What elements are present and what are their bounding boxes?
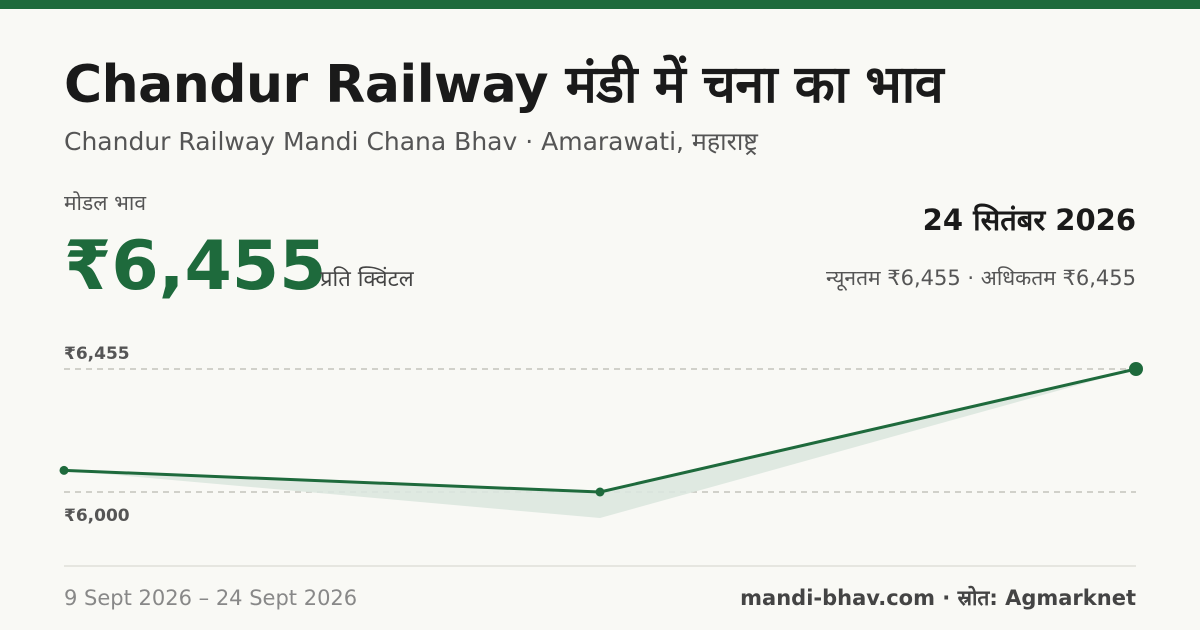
min-max-price: न्यूनतम ₹6,455 · अधिकतम ₹6,455 <box>826 266 1136 290</box>
source-credit: mandi-bhav.com · स्रोत: Agmarknet <box>740 586 1136 610</box>
reference-line-label: ₹6,000 <box>64 506 130 526</box>
latest-data-point <box>1129 362 1143 376</box>
price-unit: प्रति क्विंटल <box>320 267 414 292</box>
data-point <box>595 487 605 497</box>
reference-line-label: ₹6,455 <box>64 344 130 364</box>
price-line <box>62 367 1138 494</box>
page-subtitle: Chandur Railway Mandi Chana Bhav · Amara… <box>64 127 758 156</box>
top-accent-bar <box>0 0 1200 9</box>
footer-divider <box>64 565 1136 567</box>
data-point <box>59 465 69 475</box>
price-trend-chart: ₹6,455 ₹6,000 <box>59 344 1143 526</box>
date-range: 9 Sept 2026 – 24 Sept 2026 <box>64 586 358 610</box>
modal-price-value: ₹6,455 <box>64 227 327 306</box>
page-title: Chandur Railway मंडी में चना का भाव <box>64 55 944 115</box>
price-date: 24 सितंबर 2026 <box>922 203 1136 237</box>
modal-price-label: मोडल भाव <box>64 191 147 215</box>
